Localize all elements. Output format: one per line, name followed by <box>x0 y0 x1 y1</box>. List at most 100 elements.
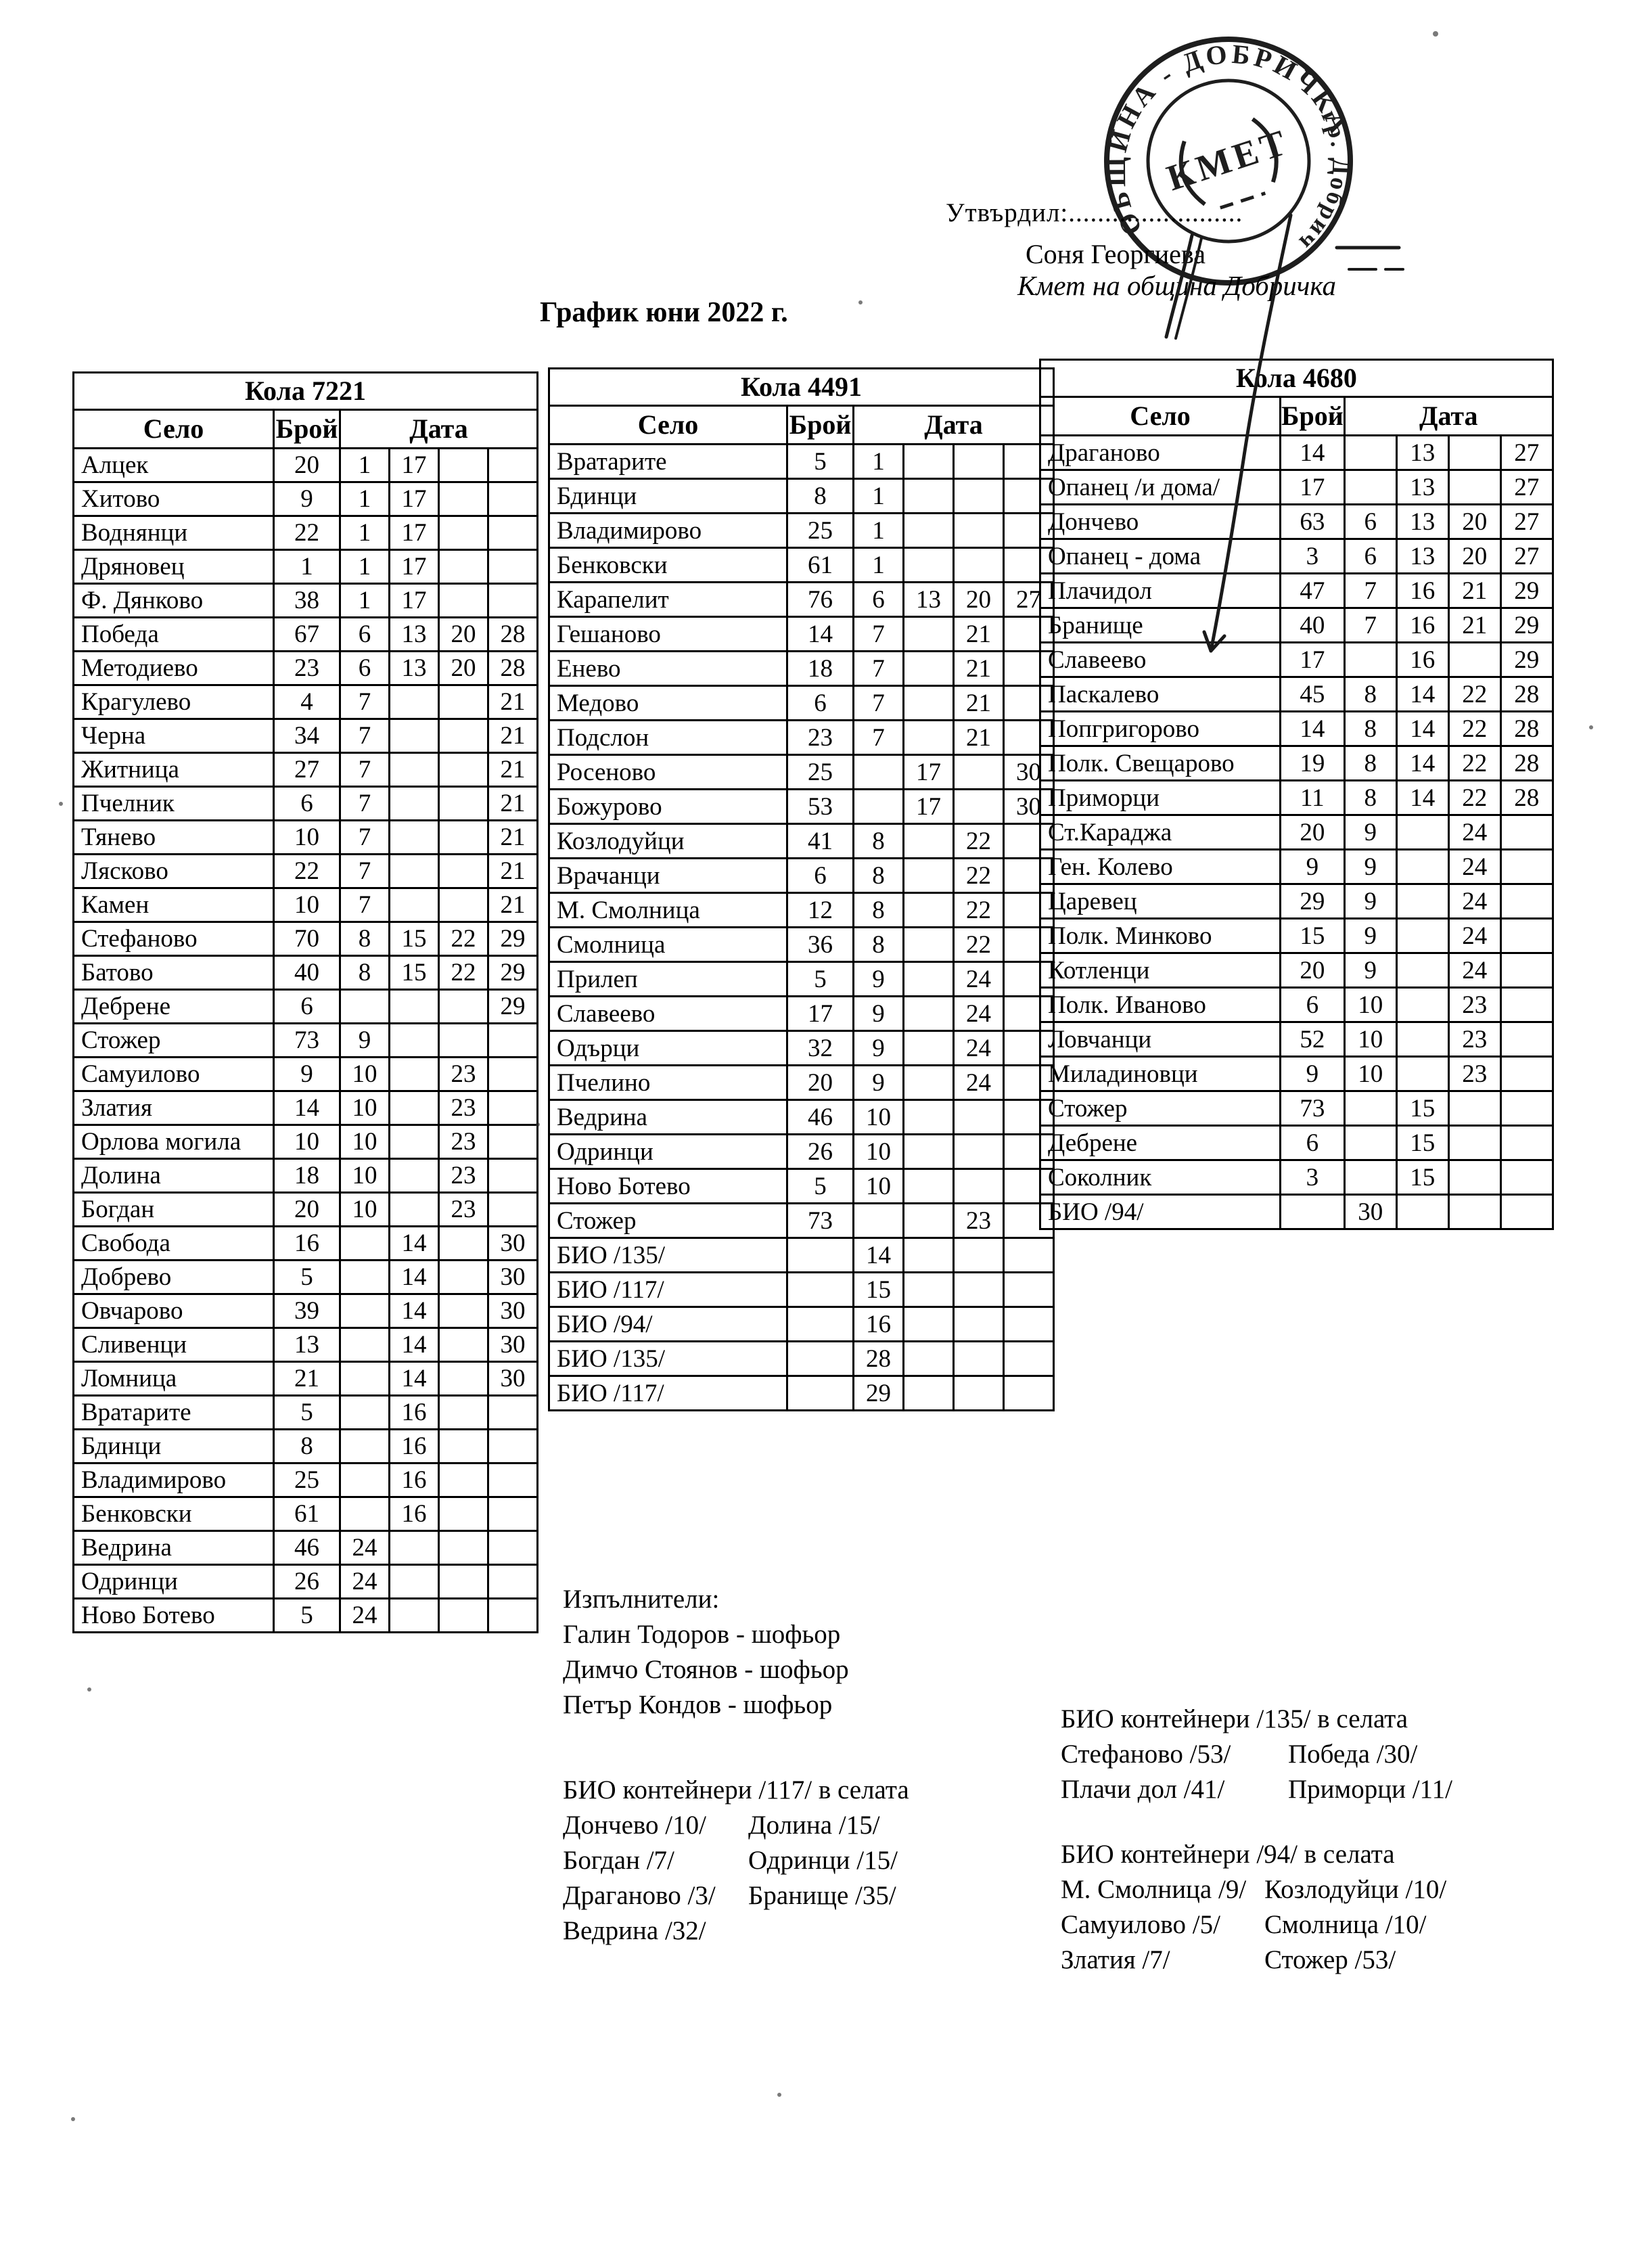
village-cell: Ведрина <box>72 1530 275 1566</box>
table-row: Дончево 63 6 13 20 27 <box>1039 503 1554 540</box>
date-cell <box>953 1271 1005 1308</box>
table-row: Долина 18 10 23 <box>72 1158 538 1194</box>
village-cell: Ф. Дянково <box>72 583 275 618</box>
stamp-graphic: ОБЩИНА - ДОБРИЧКА гр. Добрич КМЕТ <box>1066 5 1384 286</box>
date-cell <box>487 583 538 618</box>
date-cell <box>339 1293 390 1329</box>
date-cell <box>487 1056 538 1092</box>
date-cell <box>953 512 1005 549</box>
village-cell: Одърци <box>548 1030 788 1066</box>
date-cell <box>388 1158 440 1194</box>
date-cell <box>438 1259 489 1295</box>
count-cell: 8 <box>273 1428 341 1464</box>
date-cell: 14 <box>388 1259 440 1295</box>
table-row: Котленци 20 9 24 <box>1039 952 1554 989</box>
village-cell: Дряновец <box>72 549 275 585</box>
date-cell: 24 <box>1447 848 1502 885</box>
village-cell: Котленци <box>1039 952 1281 989</box>
bio-item-right: Смолница /10/ <box>1264 1910 1427 1939</box>
count-cell: 20 <box>1279 952 1346 989</box>
date-cell <box>1447 1159 1502 1196</box>
count-cell: 15 <box>1279 917 1346 954</box>
village-cell: Хитово <box>72 481 275 517</box>
date-cell: 22 <box>1447 745 1502 781</box>
date-cell: 1 <box>339 447 390 483</box>
date-cell: 30 <box>487 1327 538 1363</box>
date-cell: 23 <box>438 1090 489 1126</box>
village-cell: Карапелит <box>548 581 788 618</box>
village-cell: Медово <box>548 685 788 721</box>
date-cell: 14 <box>388 1293 440 1329</box>
date-cell <box>388 1056 440 1092</box>
count-cell <box>786 1375 854 1411</box>
date-cell: 13 <box>1395 538 1450 574</box>
date-cell <box>1395 986 1450 1023</box>
table-row: Батово 40 8 15 22 29 <box>72 955 538 991</box>
village-cell: Добрево <box>72 1259 275 1295</box>
date-cell <box>438 752 489 788</box>
schedule-table-kola-4680: Кола 4680 Село Брой Дата Драганово 14 13 27 Опан… <box>1039 359 1554 1230</box>
date-cell <box>487 1428 538 1464</box>
date-cell: 24 <box>953 1030 1005 1066</box>
table-row: Одринци 26 10 <box>548 1133 1055 1170</box>
bio-item-right: Одринци /15/ <box>748 1846 898 1875</box>
date-cell: 9 <box>852 995 904 1032</box>
approval-signatory-name: Соня Георгиева <box>1026 239 1206 269</box>
date-cell: 7 <box>339 684 390 720</box>
count-cell: 22 <box>273 515 341 551</box>
bio-item-left: Ведрина /32/ <box>563 1916 706 1945</box>
date-cell: 22 <box>1447 779 1502 816</box>
count-cell: 41 <box>786 823 854 859</box>
bio-row: Плачи дол /41/Приморци /11/ <box>1061 1772 1452 1807</box>
date-cell <box>1447 469 1502 505</box>
date-cell <box>339 1394 390 1430</box>
date-cell: 21 <box>487 786 538 821</box>
bio-item-right: Приморци /11/ <box>1288 1775 1452 1804</box>
count-cell: 14 <box>273 1090 341 1126</box>
date-cell <box>852 1202 904 1239</box>
bio-item-left: Самуилово /5/ <box>1061 1910 1220 1939</box>
count-cell: 16 <box>273 1225 341 1261</box>
date-cell <box>438 583 489 618</box>
table-row: Пчелник 6 7 21 <box>72 786 538 821</box>
table-row: Полк. Иваново 6 10 23 <box>1039 986 1554 1023</box>
table-row: Ген. Колево 9 9 24 <box>1039 848 1554 885</box>
date-cell: 27 <box>1499 434 1554 471</box>
date-cell <box>438 684 489 720</box>
village-cell: Дебрене <box>1039 1125 1281 1161</box>
date-cell <box>388 1022 440 1058</box>
date-cell <box>902 1202 955 1239</box>
date-cell <box>902 685 955 721</box>
count-cell: 10 <box>273 1124 341 1160</box>
date-cell: 16 <box>852 1306 904 1342</box>
village-cell: Приморци <box>1039 779 1281 816</box>
count-cell: 47 <box>1279 572 1346 609</box>
table-row: Врачанци 6 8 22 <box>548 857 1055 894</box>
count-cell: 9 <box>1279 848 1346 885</box>
table-row: Козлодуйци 41 8 22 <box>548 823 1055 859</box>
col-header-count: Брой <box>786 405 854 445</box>
date-cell: 22 <box>953 892 1005 928</box>
date-cell <box>1447 1194 1502 1230</box>
date-cell: 7 <box>852 616 904 652</box>
count-cell: 38 <box>273 583 341 618</box>
table-row: Смолница 36 8 22 <box>548 926 1055 963</box>
bio-row: Дончево /10/Долина /15/ <box>563 1808 909 1843</box>
count-cell: 73 <box>1279 1090 1346 1127</box>
table-row: Соколник 3 15 <box>1039 1159 1554 1196</box>
table-row: Стожер 73 23 <box>548 1202 1055 1239</box>
date-cell: 1 <box>852 547 904 583</box>
date-cell: 23 <box>438 1191 489 1227</box>
date-cell: 9 <box>1343 952 1398 989</box>
bio-item-right: Козлодуйци /10/ <box>1264 1875 1447 1904</box>
date-cell: 17 <box>902 754 955 790</box>
date-cell: 1 <box>339 549 390 585</box>
date-cell: 21 <box>487 752 538 788</box>
executors-list: Галин Тодоров - шофьор Димчо Стоянов - шо… <box>563 1617 849 1723</box>
date-cell <box>388 1597 440 1633</box>
date-cell: 7 <box>339 718 390 754</box>
date-cell: 24 <box>339 1564 390 1599</box>
village-cell: Бенковски <box>548 547 788 583</box>
village-cell: Пчелник <box>72 786 275 821</box>
village-cell: БИО /117/ <box>548 1375 788 1411</box>
